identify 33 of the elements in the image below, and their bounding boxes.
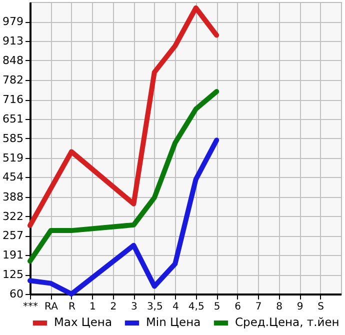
x-tick-label: 7 bbox=[255, 302, 262, 312]
x-tick-label: *** bbox=[23, 302, 38, 312]
x-tick-label: 4,5 bbox=[188, 302, 204, 312]
y-tick-label: 454 bbox=[2, 170, 24, 184]
x-tick-label: 9 bbox=[296, 302, 304, 312]
x-tick-label: 6 bbox=[234, 302, 242, 312]
x-tick-label: 2 bbox=[110, 302, 117, 312]
y-tick-label: 322 bbox=[2, 210, 24, 223]
y-tick-label: 519 bbox=[2, 151, 24, 164]
y-tick-label: 191 bbox=[2, 248, 24, 262]
y-tick-label: 651 bbox=[2, 112, 24, 126]
x-tick-label: 5 bbox=[214, 302, 220, 312]
x-tick-label: RA bbox=[44, 302, 58, 312]
x-tick-label: 4 bbox=[172, 302, 179, 312]
y-tick-label: 913 bbox=[2, 34, 24, 48]
y-tick-label: 585 bbox=[2, 132, 24, 145]
y-tick-label: 782 bbox=[2, 73, 24, 86]
x-tick-label: 1 bbox=[90, 302, 96, 312]
x-tick-label: R bbox=[68, 302, 76, 312]
legend-label: Сред.Цена, т.йен bbox=[235, 315, 340, 329]
y-tick-label: 125 bbox=[2, 268, 24, 282]
y-tick-label: 388 bbox=[2, 190, 24, 204]
x-tick-label: 3 bbox=[130, 302, 138, 312]
y-tick-label: 848 bbox=[2, 54, 24, 67]
x-tick-label: 3,5 bbox=[146, 302, 163, 312]
x-tick-label: S bbox=[318, 302, 324, 312]
x-tick-label: 8 bbox=[276, 302, 282, 312]
y-tick-label: 257 bbox=[2, 229, 24, 242]
y-tick-label: 716 bbox=[2, 93, 24, 106]
y-tick-label: 979 bbox=[2, 15, 24, 28]
y-tick-label: 60 bbox=[10, 288, 24, 300]
legend-label: Max Цена bbox=[54, 315, 112, 329]
legend-label: Min Цена bbox=[146, 315, 201, 329]
